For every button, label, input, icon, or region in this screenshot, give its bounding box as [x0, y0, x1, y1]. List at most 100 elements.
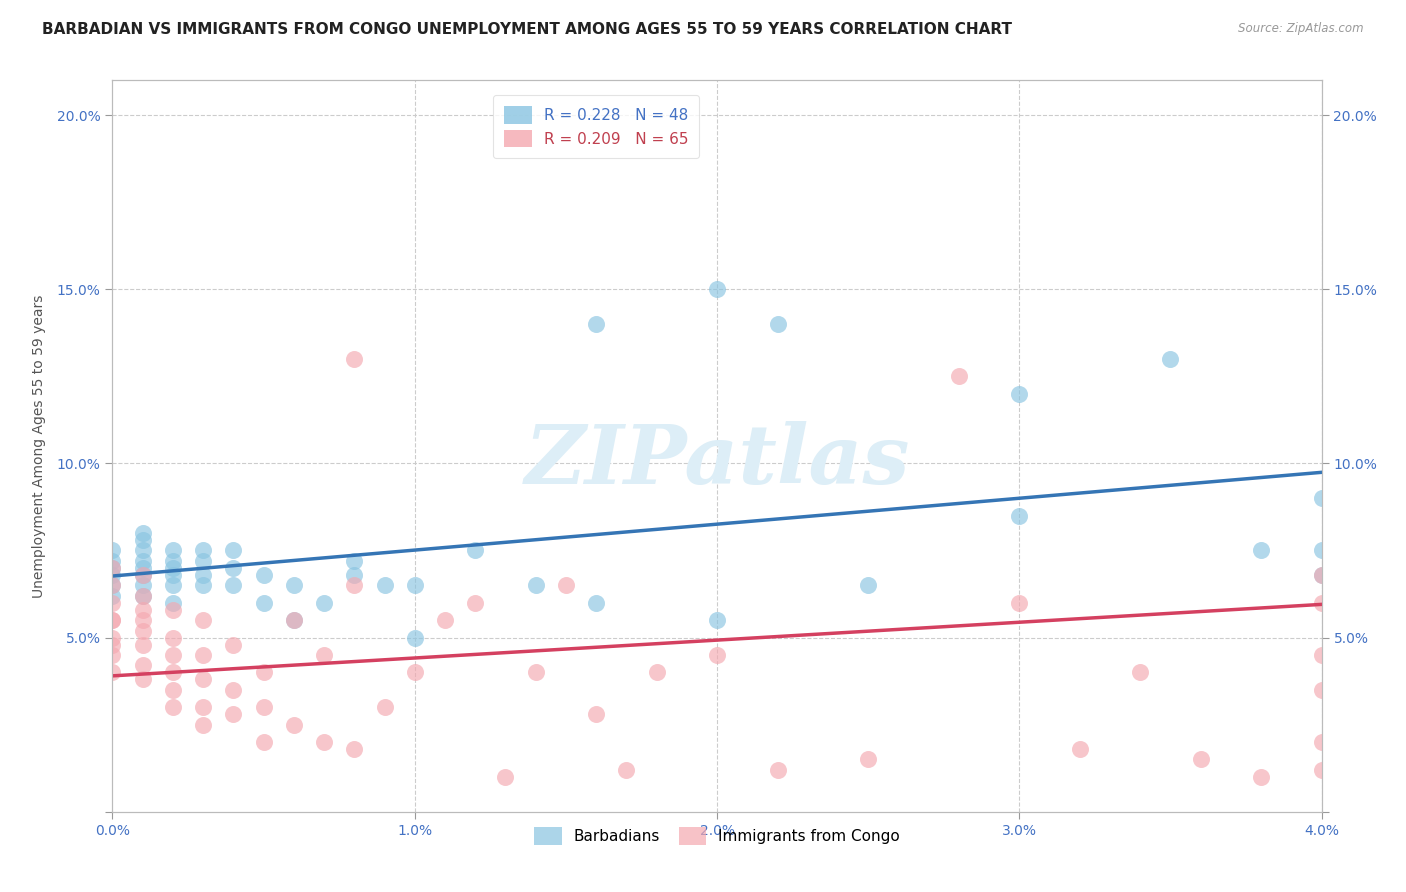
Point [162, 554, 184, 568]
Point [1250, 543, 1272, 558]
Point [1310, 543, 1333, 558]
Point [132, 613, 155, 627]
Point [343, 554, 366, 568]
Point [162, 596, 184, 610]
Point [1310, 735, 1333, 749]
Point [253, 700, 276, 714]
Point [373, 578, 396, 592]
Point [162, 631, 184, 645]
Point [101, 638, 124, 652]
Point [101, 554, 124, 568]
Point [101, 613, 124, 627]
Point [101, 578, 124, 592]
Point [162, 648, 184, 662]
Point [101, 567, 124, 582]
Point [191, 673, 215, 687]
Point [1008, 386, 1031, 401]
Point [162, 665, 184, 680]
Point [132, 603, 155, 617]
Point [1310, 763, 1333, 777]
Point [343, 351, 366, 366]
Point [1189, 752, 1212, 766]
Point [1310, 596, 1333, 610]
Point [101, 613, 124, 627]
Point [132, 624, 155, 638]
Point [162, 700, 184, 714]
Point [1310, 648, 1333, 662]
Point [191, 648, 215, 662]
Point [706, 282, 728, 296]
Point [162, 567, 184, 582]
Point [222, 638, 245, 652]
Text: ZIPatlas: ZIPatlas [524, 421, 910, 500]
Point [222, 578, 245, 592]
Point [132, 638, 155, 652]
Point [132, 589, 155, 603]
Y-axis label: Unemployment Among Ages 55 to 59 years: Unemployment Among Ages 55 to 59 years [32, 294, 45, 598]
Point [495, 770, 517, 784]
Point [1008, 596, 1031, 610]
Point [312, 596, 335, 610]
Point [162, 561, 184, 575]
Point [101, 665, 124, 680]
Point [585, 317, 607, 331]
Point [433, 613, 456, 627]
Point [191, 613, 215, 627]
Point [283, 578, 305, 592]
Point [191, 543, 215, 558]
Point [312, 648, 335, 662]
Point [253, 665, 276, 680]
Point [162, 603, 184, 617]
Point [1008, 508, 1031, 523]
Point [464, 543, 486, 558]
Text: BARBADIAN VS IMMIGRANTS FROM CONGO UNEMPLOYMENT AMONG AGES 55 TO 59 YEARS CORREL: BARBADIAN VS IMMIGRANTS FROM CONGO UNEMP… [42, 22, 1012, 37]
Point [191, 567, 215, 582]
Point [856, 578, 880, 592]
Point [706, 648, 728, 662]
Point [283, 613, 305, 627]
Point [343, 742, 366, 756]
Point [554, 578, 576, 592]
Point [524, 578, 547, 592]
Point [404, 631, 426, 645]
Point [312, 735, 335, 749]
Point [132, 658, 155, 673]
Point [132, 567, 155, 582]
Point [856, 752, 880, 766]
Point [101, 561, 124, 575]
Point [191, 554, 215, 568]
Point [1159, 351, 1181, 366]
Point [222, 682, 245, 697]
Point [132, 533, 155, 547]
Point [101, 648, 124, 662]
Point [253, 735, 276, 749]
Point [343, 578, 366, 592]
Point [101, 596, 124, 610]
Point [404, 665, 426, 680]
Point [222, 543, 245, 558]
Point [132, 578, 155, 592]
Point [191, 717, 215, 731]
Point [191, 578, 215, 592]
Point [132, 567, 155, 582]
Point [132, 673, 155, 687]
Point [101, 578, 124, 592]
Point [162, 682, 184, 697]
Point [404, 578, 426, 592]
Point [524, 665, 547, 680]
Point [222, 707, 245, 722]
Legend: Barbadians, Immigrants from Congo: Barbadians, Immigrants from Congo [523, 816, 911, 855]
Point [101, 561, 124, 575]
Point [132, 543, 155, 558]
Point [222, 561, 245, 575]
Point [101, 543, 124, 558]
Text: Source: ZipAtlas.com: Source: ZipAtlas.com [1239, 22, 1364, 36]
Point [162, 578, 184, 592]
Point [373, 700, 396, 714]
Point [253, 596, 276, 610]
Point [343, 567, 366, 582]
Point [132, 589, 155, 603]
Point [1310, 682, 1333, 697]
Point [585, 707, 607, 722]
Point [585, 596, 607, 610]
